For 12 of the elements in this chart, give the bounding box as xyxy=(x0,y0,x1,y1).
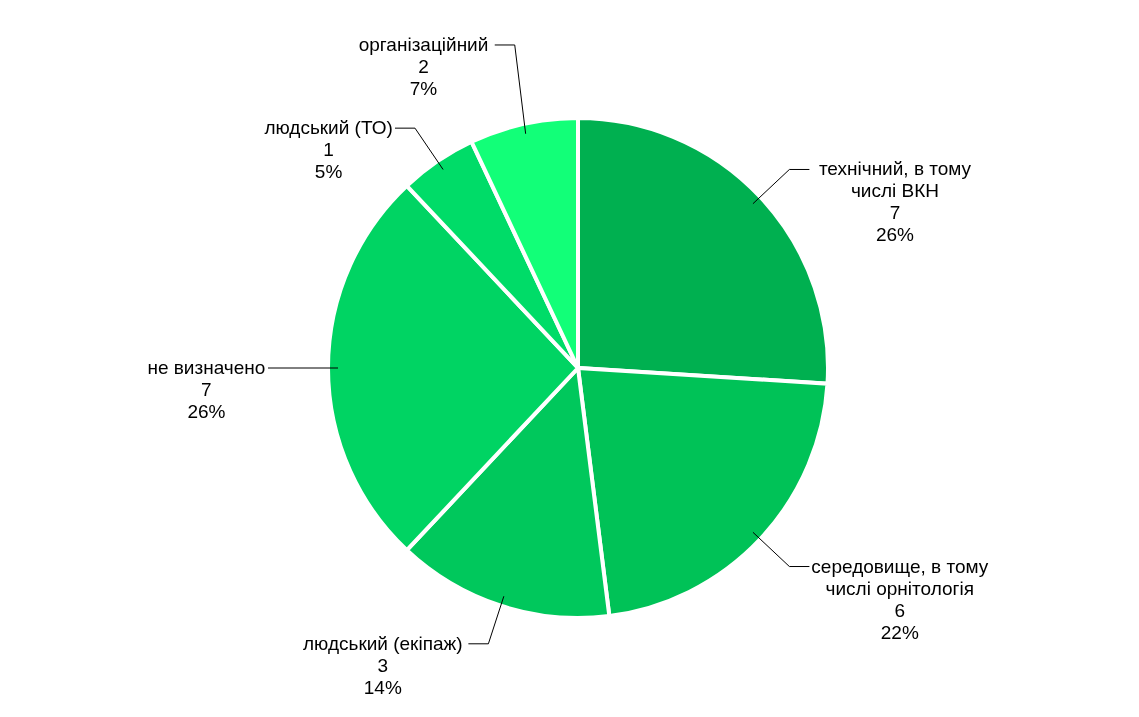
data-label: 7 26% xyxy=(875,202,915,246)
data-label: 1 5% xyxy=(314,139,343,183)
slice-label: людський (ТО) xyxy=(264,117,393,139)
slice-label: середовище, в тому числі орнітологія xyxy=(811,555,989,599)
data-label: 7 26% xyxy=(187,379,226,422)
slice-label: організаційний xyxy=(358,33,489,55)
slice-label: людський (екіпаж) xyxy=(303,632,463,654)
data-label: 2 7% xyxy=(409,55,438,99)
data-label: 6 22% xyxy=(880,599,919,643)
slice-label: не визначено xyxy=(147,357,266,378)
slice-label: технічний, в тому числі ВКН xyxy=(818,158,972,202)
data-label: 3 14% xyxy=(363,654,402,698)
